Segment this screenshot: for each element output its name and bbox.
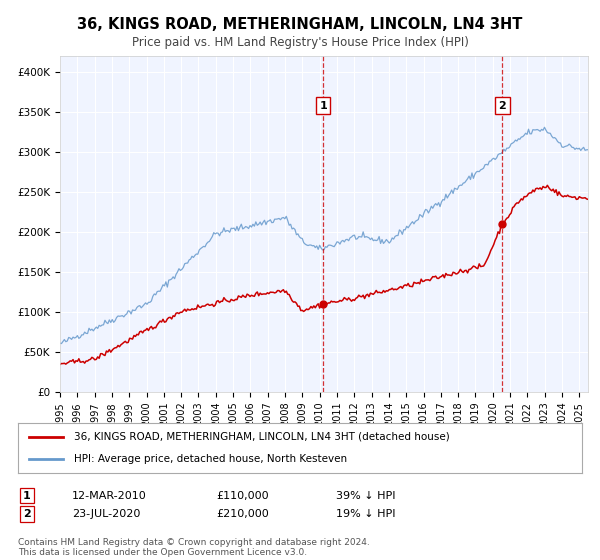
Text: 36, KINGS ROAD, METHERINGHAM, LINCOLN, LN4 3HT (detached house): 36, KINGS ROAD, METHERINGHAM, LINCOLN, L… — [74, 432, 450, 442]
Text: Contains HM Land Registry data © Crown copyright and database right 2024.: Contains HM Land Registry data © Crown c… — [18, 538, 370, 547]
Text: 1: 1 — [23, 491, 31, 501]
Text: This data is licensed under the Open Government Licence v3.0.: This data is licensed under the Open Gov… — [18, 548, 307, 557]
Text: 19% ↓ HPI: 19% ↓ HPI — [336, 509, 395, 519]
Text: 23-JUL-2020: 23-JUL-2020 — [72, 509, 140, 519]
Text: £210,000: £210,000 — [216, 509, 269, 519]
Text: 39% ↓ HPI: 39% ↓ HPI — [336, 491, 395, 501]
Text: 36, KINGS ROAD, METHERINGHAM, LINCOLN, LN4 3HT: 36, KINGS ROAD, METHERINGHAM, LINCOLN, L… — [77, 17, 523, 32]
Text: £110,000: £110,000 — [216, 491, 269, 501]
Text: Price paid vs. HM Land Registry's House Price Index (HPI): Price paid vs. HM Land Registry's House … — [131, 36, 469, 49]
Text: 2: 2 — [499, 101, 506, 111]
Text: 12-MAR-2010: 12-MAR-2010 — [72, 491, 147, 501]
Text: HPI: Average price, detached house, North Kesteven: HPI: Average price, detached house, Nort… — [74, 454, 347, 464]
Text: 1: 1 — [319, 101, 327, 111]
Text: 2: 2 — [23, 509, 31, 519]
